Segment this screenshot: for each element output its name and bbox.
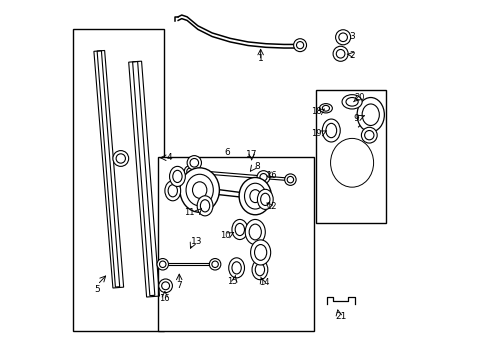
Circle shape [116, 154, 125, 163]
Text: 16: 16 [265, 171, 276, 180]
Ellipse shape [187, 156, 201, 170]
Text: 1: 1 [257, 54, 263, 63]
Circle shape [159, 261, 165, 267]
Bar [158, 157, 314, 330]
Circle shape [211, 261, 218, 267]
Ellipse shape [330, 138, 373, 187]
Ellipse shape [168, 185, 177, 197]
Text: 6: 6 [224, 148, 230, 157]
Text: 19: 19 [311, 129, 321, 138]
Ellipse shape [169, 166, 185, 186]
Ellipse shape [164, 181, 180, 201]
Circle shape [284, 174, 296, 185]
Text: 2: 2 [348, 51, 354, 60]
Ellipse shape [322, 119, 340, 142]
Circle shape [157, 258, 168, 270]
Circle shape [113, 150, 128, 166]
Circle shape [286, 176, 293, 183]
Ellipse shape [172, 170, 182, 183]
Ellipse shape [362, 104, 379, 126]
Ellipse shape [344, 154, 359, 172]
Circle shape [209, 258, 221, 270]
Ellipse shape [190, 158, 198, 167]
Text: 7: 7 [176, 281, 182, 290]
Ellipse shape [249, 190, 260, 203]
Ellipse shape [257, 171, 269, 184]
Ellipse shape [335, 30, 350, 45]
Text: 21: 21 [334, 312, 346, 321]
Ellipse shape [185, 174, 213, 206]
Ellipse shape [257, 189, 273, 210]
Ellipse shape [231, 220, 247, 239]
Ellipse shape [251, 260, 267, 280]
Text: 9: 9 [353, 114, 359, 123]
Ellipse shape [361, 127, 376, 143]
Ellipse shape [192, 182, 206, 198]
Ellipse shape [336, 49, 344, 58]
Ellipse shape [322, 105, 329, 111]
Ellipse shape [231, 262, 241, 274]
Text: 10: 10 [219, 231, 230, 240]
Text: 14: 14 [259, 278, 269, 287]
Circle shape [296, 41, 303, 49]
Ellipse shape [337, 146, 366, 179]
Ellipse shape [255, 264, 264, 276]
Circle shape [186, 168, 193, 175]
Ellipse shape [254, 244, 266, 260]
Ellipse shape [249, 224, 261, 240]
Text: 3: 3 [348, 32, 354, 41]
Ellipse shape [325, 123, 336, 138]
Text: 17: 17 [245, 150, 257, 159]
Text: 16: 16 [159, 294, 170, 303]
Ellipse shape [244, 183, 265, 209]
Ellipse shape [332, 140, 371, 185]
Text: 13: 13 [191, 237, 202, 246]
Text: 20: 20 [353, 93, 364, 102]
Text: 5: 5 [94, 285, 100, 294]
Text: 15: 15 [226, 276, 237, 285]
Ellipse shape [356, 98, 384, 132]
Ellipse shape [332, 46, 347, 61]
Bar [316, 90, 386, 223]
Ellipse shape [341, 95, 362, 109]
Text: 11: 11 [184, 208, 195, 217]
Ellipse shape [260, 193, 269, 206]
Text: 12: 12 [266, 202, 276, 211]
Text: 8: 8 [254, 162, 260, 171]
Text: 18: 18 [310, 107, 321, 116]
Ellipse shape [180, 168, 219, 212]
Ellipse shape [338, 33, 346, 41]
Ellipse shape [228, 258, 244, 278]
Ellipse shape [260, 174, 266, 181]
Ellipse shape [200, 200, 209, 212]
Ellipse shape [235, 224, 244, 235]
Circle shape [184, 166, 195, 177]
Circle shape [162, 282, 169, 290]
Bar [73, 30, 163, 330]
Ellipse shape [197, 196, 212, 216]
Ellipse shape [239, 177, 271, 215]
Text: 4: 4 [166, 153, 172, 162]
Circle shape [293, 39, 306, 51]
Circle shape [159, 279, 172, 293]
Ellipse shape [346, 98, 357, 106]
Ellipse shape [250, 240, 270, 265]
Ellipse shape [244, 220, 265, 244]
Ellipse shape [319, 104, 332, 113]
Ellipse shape [364, 131, 373, 140]
